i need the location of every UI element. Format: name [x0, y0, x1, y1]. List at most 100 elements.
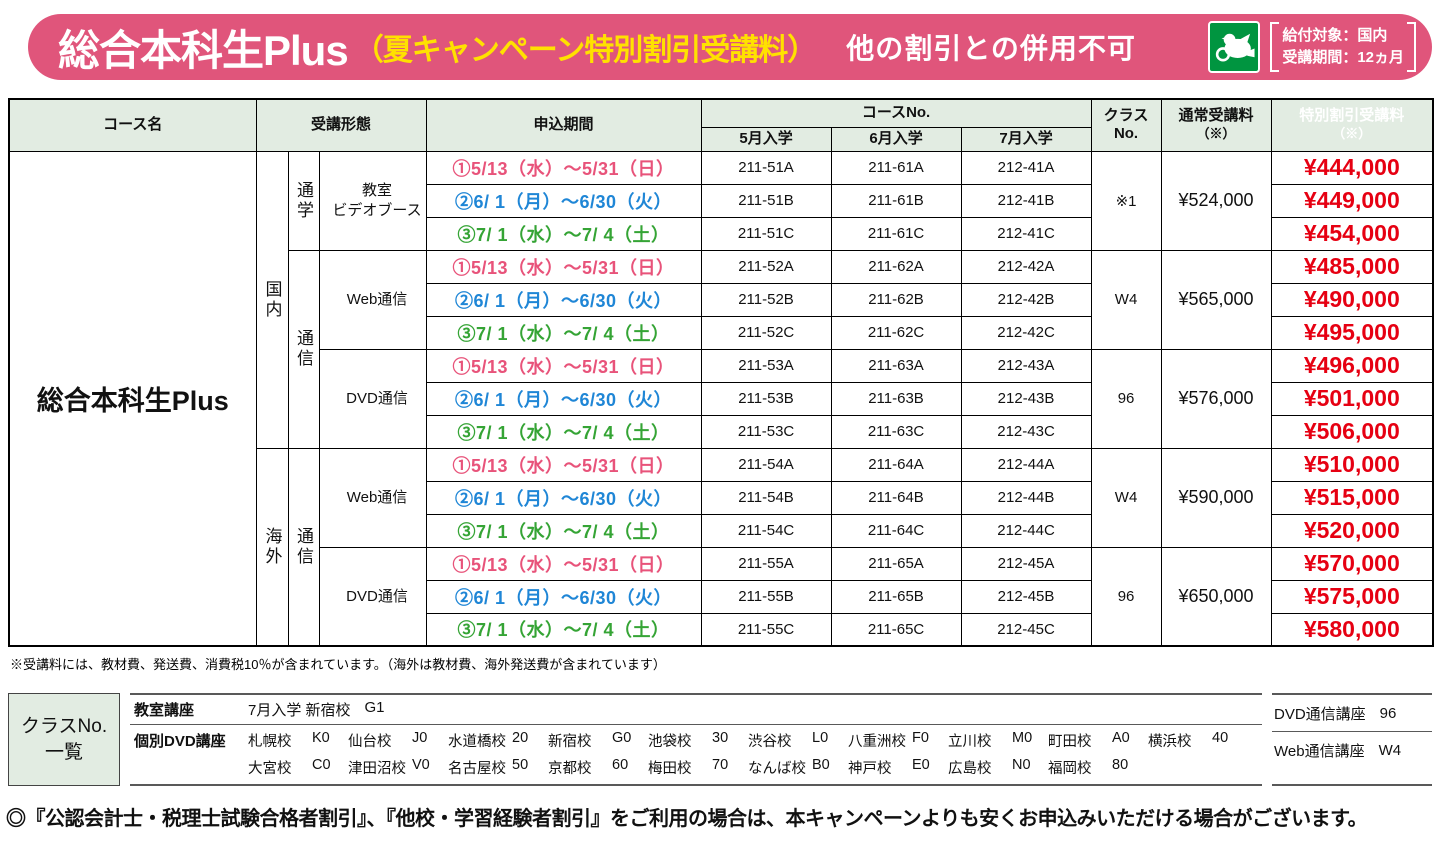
banner-subtitle: （夏キャンペーン特別割引受講料）: [353, 34, 817, 67]
period-cell: ③7/ 1（水）～7/ 4（土）: [425, 216, 702, 251]
course-no-cell: 211-65C: [830, 612, 962, 647]
class-no-cell: ※1: [1090, 150, 1162, 251]
school-code-item: 水道橋校 20: [448, 730, 529, 750]
special-fee-cell: ¥506,000: [1270, 414, 1434, 449]
col-header-course-name: コース名: [8, 98, 257, 152]
normal-fee-title: 通常受講料: [1178, 107, 1254, 125]
dvd-tsushin-label: DVD通信講座: [1274, 705, 1366, 723]
course-no-cell: 212-43C: [960, 414, 1092, 449]
table-row: 総合本科生Plus 国内 通学 教室 ビデオブース ①5/13（水）～5/31（…: [8, 150, 1434, 647]
course-no-cell: 211-52B: [700, 282, 832, 317]
course-no-cell: 212-44A: [960, 447, 1092, 482]
special-fee-cell: ¥496,000: [1270, 348, 1434, 383]
course-no-cell: 212-45C: [960, 612, 1092, 647]
class-no-section: クラスNo. 一覧 教室講座 7月入学 新宿校 G1 個別DVD講座 札幌校 K0…: [8, 693, 1432, 786]
school-code-item: 神戸校 E0: [848, 757, 930, 777]
course-no-cell: 211-64C: [830, 513, 962, 548]
table-row: ②6/ 1（月）～6/30（火） 211-54B 211-64B 212-44B…: [9, 480, 1434, 515]
table-row: ②6/ 1（月）～6/30（火） 211-55B 211-65B 212-45B…: [9, 579, 1434, 614]
normal-fee-sub: （※）: [1196, 126, 1236, 142]
grant-badge-text: 給付対象：国内 受講期間：12ヵ月: [1270, 22, 1416, 72]
classroom-course-school: 7月入学 新宿校: [248, 702, 351, 719]
col-header-class-no: クラス No.: [1090, 98, 1162, 152]
course-no-cell: 212-44B: [960, 480, 1092, 515]
course-no-cell: 211-62C: [830, 315, 962, 350]
school-code-item: 立川校 M0: [948, 730, 1033, 750]
course-no-cell: 212-43B: [960, 381, 1092, 416]
class-no-cell: W4: [1090, 249, 1162, 350]
special-fee-cell: ¥449,000: [1270, 183, 1434, 218]
table-row: ②6/ 1（月）～6/30（火） 211-52B 211-62B 212-42B…: [9, 282, 1434, 317]
period-cell: ②6/ 1（月）～6/30（火）: [425, 183, 702, 218]
school-code-item: なんば校 B0: [748, 757, 830, 777]
table-row: ③7/ 1（水）～7/ 4（土） 211-51C 211-61C 212-41C…: [9, 216, 1434, 251]
course-no-cell: 211-64A: [830, 447, 962, 482]
dove-icon: [1208, 21, 1261, 73]
campaign-banner: 総合本科生Plus （夏キャンペーン特別割引受講料） 他の割引との併用不可 給付…: [28, 14, 1432, 80]
course-no-cell: 211-64B: [830, 480, 962, 515]
table-row: ③7/ 1（水）～7/ 4（土） 211-53C 211-63C 212-43C…: [9, 414, 1434, 449]
period-cell: ②6/ 1（月）～6/30（火）: [425, 480, 702, 515]
course-no-cell: 211-62B: [830, 282, 962, 317]
table-row: ②6/ 1（月）～6/30（火） 211-51B 211-61B 212-41B…: [9, 183, 1434, 218]
course-no-cell: 211-54B: [700, 480, 832, 515]
school-code-item: 札幌校 K0: [248, 730, 330, 750]
period-cell: ②6/ 1（月）～6/30（火）: [425, 381, 702, 416]
normal-fee-cell: ¥524,000: [1160, 150, 1272, 251]
school-code-item: 福岡校 80: [1048, 757, 1129, 777]
period-cell: ②6/ 1（月）～6/30（火）: [425, 282, 702, 317]
period-cell: ①5/13（水）～5/31（日）: [425, 546, 702, 581]
period-cell: ①5/13（水）～5/31（日）: [425, 150, 702, 185]
dvd-school-line-2: 大宮校 C0 津田沼校 V0 名古屋校 50 京都校 60 梅田校 70 なんば校 B0 神…: [248, 757, 1248, 778]
fee-footnote: ※受講料には、教材費、発送費、消費税10％が含まれています。（海外は教材費、海外…: [10, 657, 666, 672]
school-code-item: 仙台校 J0: [348, 730, 428, 750]
classroom-course-row: 教室講座 7月入学 新宿校 G1: [130, 695, 1262, 725]
course-no-cell: 212-45B: [960, 579, 1092, 614]
school-code-item: 横浜校 40: [1148, 730, 1229, 750]
dvd-tsushin-code-row: DVD通信講座 96: [1272, 695, 1432, 732]
special-fee-cell: ¥495,000: [1270, 315, 1434, 350]
course-name-cell: 総合本科生Plus: [8, 150, 257, 647]
course-no-cell: 211-51B: [700, 183, 832, 218]
school-code-item: 新宿校 G0: [548, 730, 632, 750]
period-cell: ③7/ 1（水）～7/ 4（土）: [425, 315, 702, 350]
course-no-cell: 212-43A: [960, 348, 1092, 383]
mode-cell-web-overseas: Web通信: [318, 447, 427, 548]
banner-title: 総合本科生Plus: [58, 26, 349, 74]
attend-cell-correspondence-domestic: 通信: [287, 249, 320, 449]
table-row: DVD通信 ①5/13（水）～5/31（日） 211-53A 211-63A 2…: [9, 348, 1434, 449]
special-fee-cell: ¥485,000: [1270, 249, 1434, 284]
course-no-cell: 212-41B: [960, 183, 1092, 218]
special-fee-cell: ¥490,000: [1270, 282, 1434, 317]
period-cell: ③7/ 1（水）～7/ 4（土）: [425, 612, 702, 647]
course-no-cell: 211-63A: [830, 348, 962, 383]
dvd-course-label: 個別DVD講座: [134, 733, 226, 750]
mode-cell-classroom: 教室 ビデオブース: [318, 150, 427, 251]
col-header-june: 6月入学: [830, 126, 962, 152]
mode-cell-web-domestic: Web通信: [318, 249, 427, 350]
course-no-cell: 211-61C: [830, 216, 962, 251]
special-fee-cell: ¥454,000: [1270, 216, 1434, 251]
table-row: ③7/ 1（水）～7/ 4（土） 211-55C 211-65C 212-45C…: [9, 612, 1434, 647]
special-fee-title: 特別割引受講料: [1299, 107, 1405, 125]
attend-cell-correspondence-overseas: 通信: [287, 447, 320, 647]
grant-period-line: 受講期間：12ヵ月: [1282, 49, 1404, 66]
class-no-cell: 96: [1090, 348, 1162, 449]
school-code-item: 池袋校 30: [648, 730, 729, 750]
course-no-cell: 212-42A: [960, 249, 1092, 284]
course-no-cell: 211-63B: [830, 381, 962, 416]
period-cell: ①5/13（水）～5/31（日）: [425, 447, 702, 482]
school-code-item: 名古屋校 50: [448, 757, 529, 777]
col-header-may: 5月入学: [700, 126, 832, 152]
region-cell-overseas: 海外: [255, 447, 289, 647]
school-code-item: 渋谷校 L0: [748, 730, 829, 750]
special-fee-cell: ¥575,000: [1270, 579, 1434, 614]
table-row: 海外 通信 Web通信 ①5/13（水）～5/31（日） 211-54A 211…: [9, 447, 1434, 647]
dvd-course-row: 個別DVD講座 札幌校 K0 仙台校 J0 水道橋校 20 新宿校 G0 池袋校 30 渋…: [130, 725, 1262, 784]
special-fee-cell: ¥515,000: [1270, 480, 1434, 515]
classroom-course-value: 7月入学 新宿校 G1: [248, 699, 385, 720]
course-no-cell: 211-55C: [700, 612, 832, 647]
school-code-item: 津田沼校 V0: [348, 757, 430, 777]
table-row: 通信 Web通信 ①5/13（水）～5/31（日） 211-52A 211-62…: [9, 249, 1434, 449]
mode-cell-dvd-overseas: DVD通信: [318, 546, 427, 647]
